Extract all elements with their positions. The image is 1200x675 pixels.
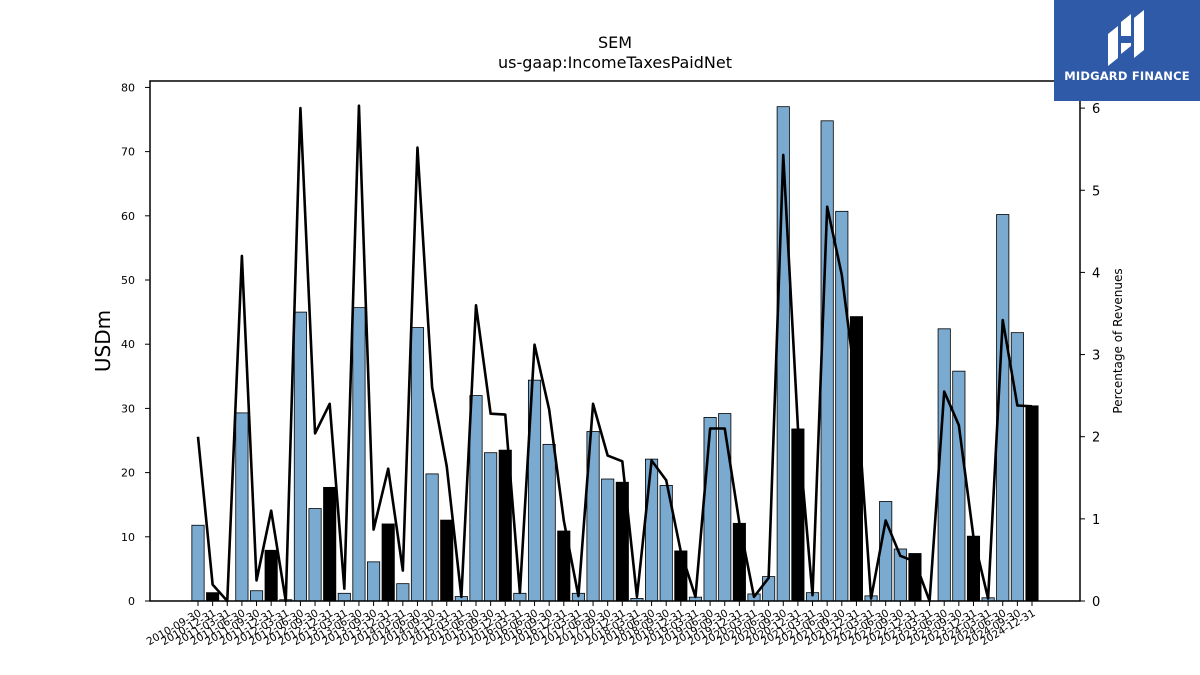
bar (820, 120, 834, 602)
y2-tick-label: 2 (1092, 431, 1100, 446)
bar (337, 592, 351, 602)
bar (1025, 405, 1039, 602)
bar (440, 519, 454, 602)
y-tick-label: 80 (121, 81, 135, 94)
bar (513, 592, 527, 602)
y-tick-label: 0 (128, 595, 135, 608)
bar (396, 583, 410, 602)
y-tick-label: 30 (121, 402, 135, 415)
chart-subtitle: us-gaap:IncomeTaxesPaidNet (498, 53, 732, 72)
bar (952, 370, 966, 602)
bar (308, 508, 322, 602)
bar (762, 576, 776, 602)
bar (381, 523, 395, 602)
bar (367, 561, 381, 602)
y-tick-label: 60 (121, 210, 135, 223)
y-axis-label: USDm (91, 310, 115, 372)
y2-tick-label: 0 (1092, 595, 1100, 610)
brand-logo: MIDGARD FINANCE (1054, 0, 1200, 101)
y2-tick-label: 6 (1092, 102, 1100, 117)
bar (718, 413, 732, 602)
brand-name: MIDGARD FINANCE (1064, 69, 1190, 83)
y-tick-label: 70 (121, 146, 135, 159)
bar (645, 458, 659, 602)
bar (966, 535, 981, 602)
bar (249, 590, 264, 602)
bars-group (191, 106, 1039, 602)
y2-tick-label: 3 (1092, 349, 1100, 364)
bar (235, 412, 249, 602)
y-tick-label: 50 (121, 274, 135, 287)
bar (732, 522, 746, 602)
bar (206, 592, 220, 602)
bar (410, 327, 425, 602)
y2-tick-label: 4 (1092, 266, 1100, 281)
bar (264, 549, 278, 602)
bar (542, 443, 556, 602)
y2-tick-label: 1 (1092, 513, 1100, 528)
bar (293, 311, 307, 602)
bar (191, 524, 205, 602)
y-tick-label: 10 (121, 531, 135, 544)
midgard-logo-icon (1108, 10, 1144, 66)
chart-title: SEM (598, 33, 632, 52)
y-tick-label: 40 (121, 338, 135, 351)
bar (879, 501, 893, 602)
bar (791, 428, 805, 602)
bar (601, 478, 615, 602)
series-line (196, 104, 1033, 603)
axes-group: 0102030405060708001234562010-09-302010-1… (121, 80, 1100, 648)
bar (425, 473, 439, 602)
bar (484, 452, 498, 602)
bar (469, 395, 483, 602)
y2-axis-label: Percentage of Revenues (1111, 268, 1125, 413)
bar (352, 307, 366, 602)
bar (323, 486, 337, 602)
line-group (196, 104, 1033, 603)
bar (674, 550, 688, 602)
plot-frame (149, 80, 1081, 602)
bar (703, 416, 717, 602)
y-tick-label: 20 (121, 467, 135, 480)
y2-tick-label: 5 (1092, 184, 1100, 199)
